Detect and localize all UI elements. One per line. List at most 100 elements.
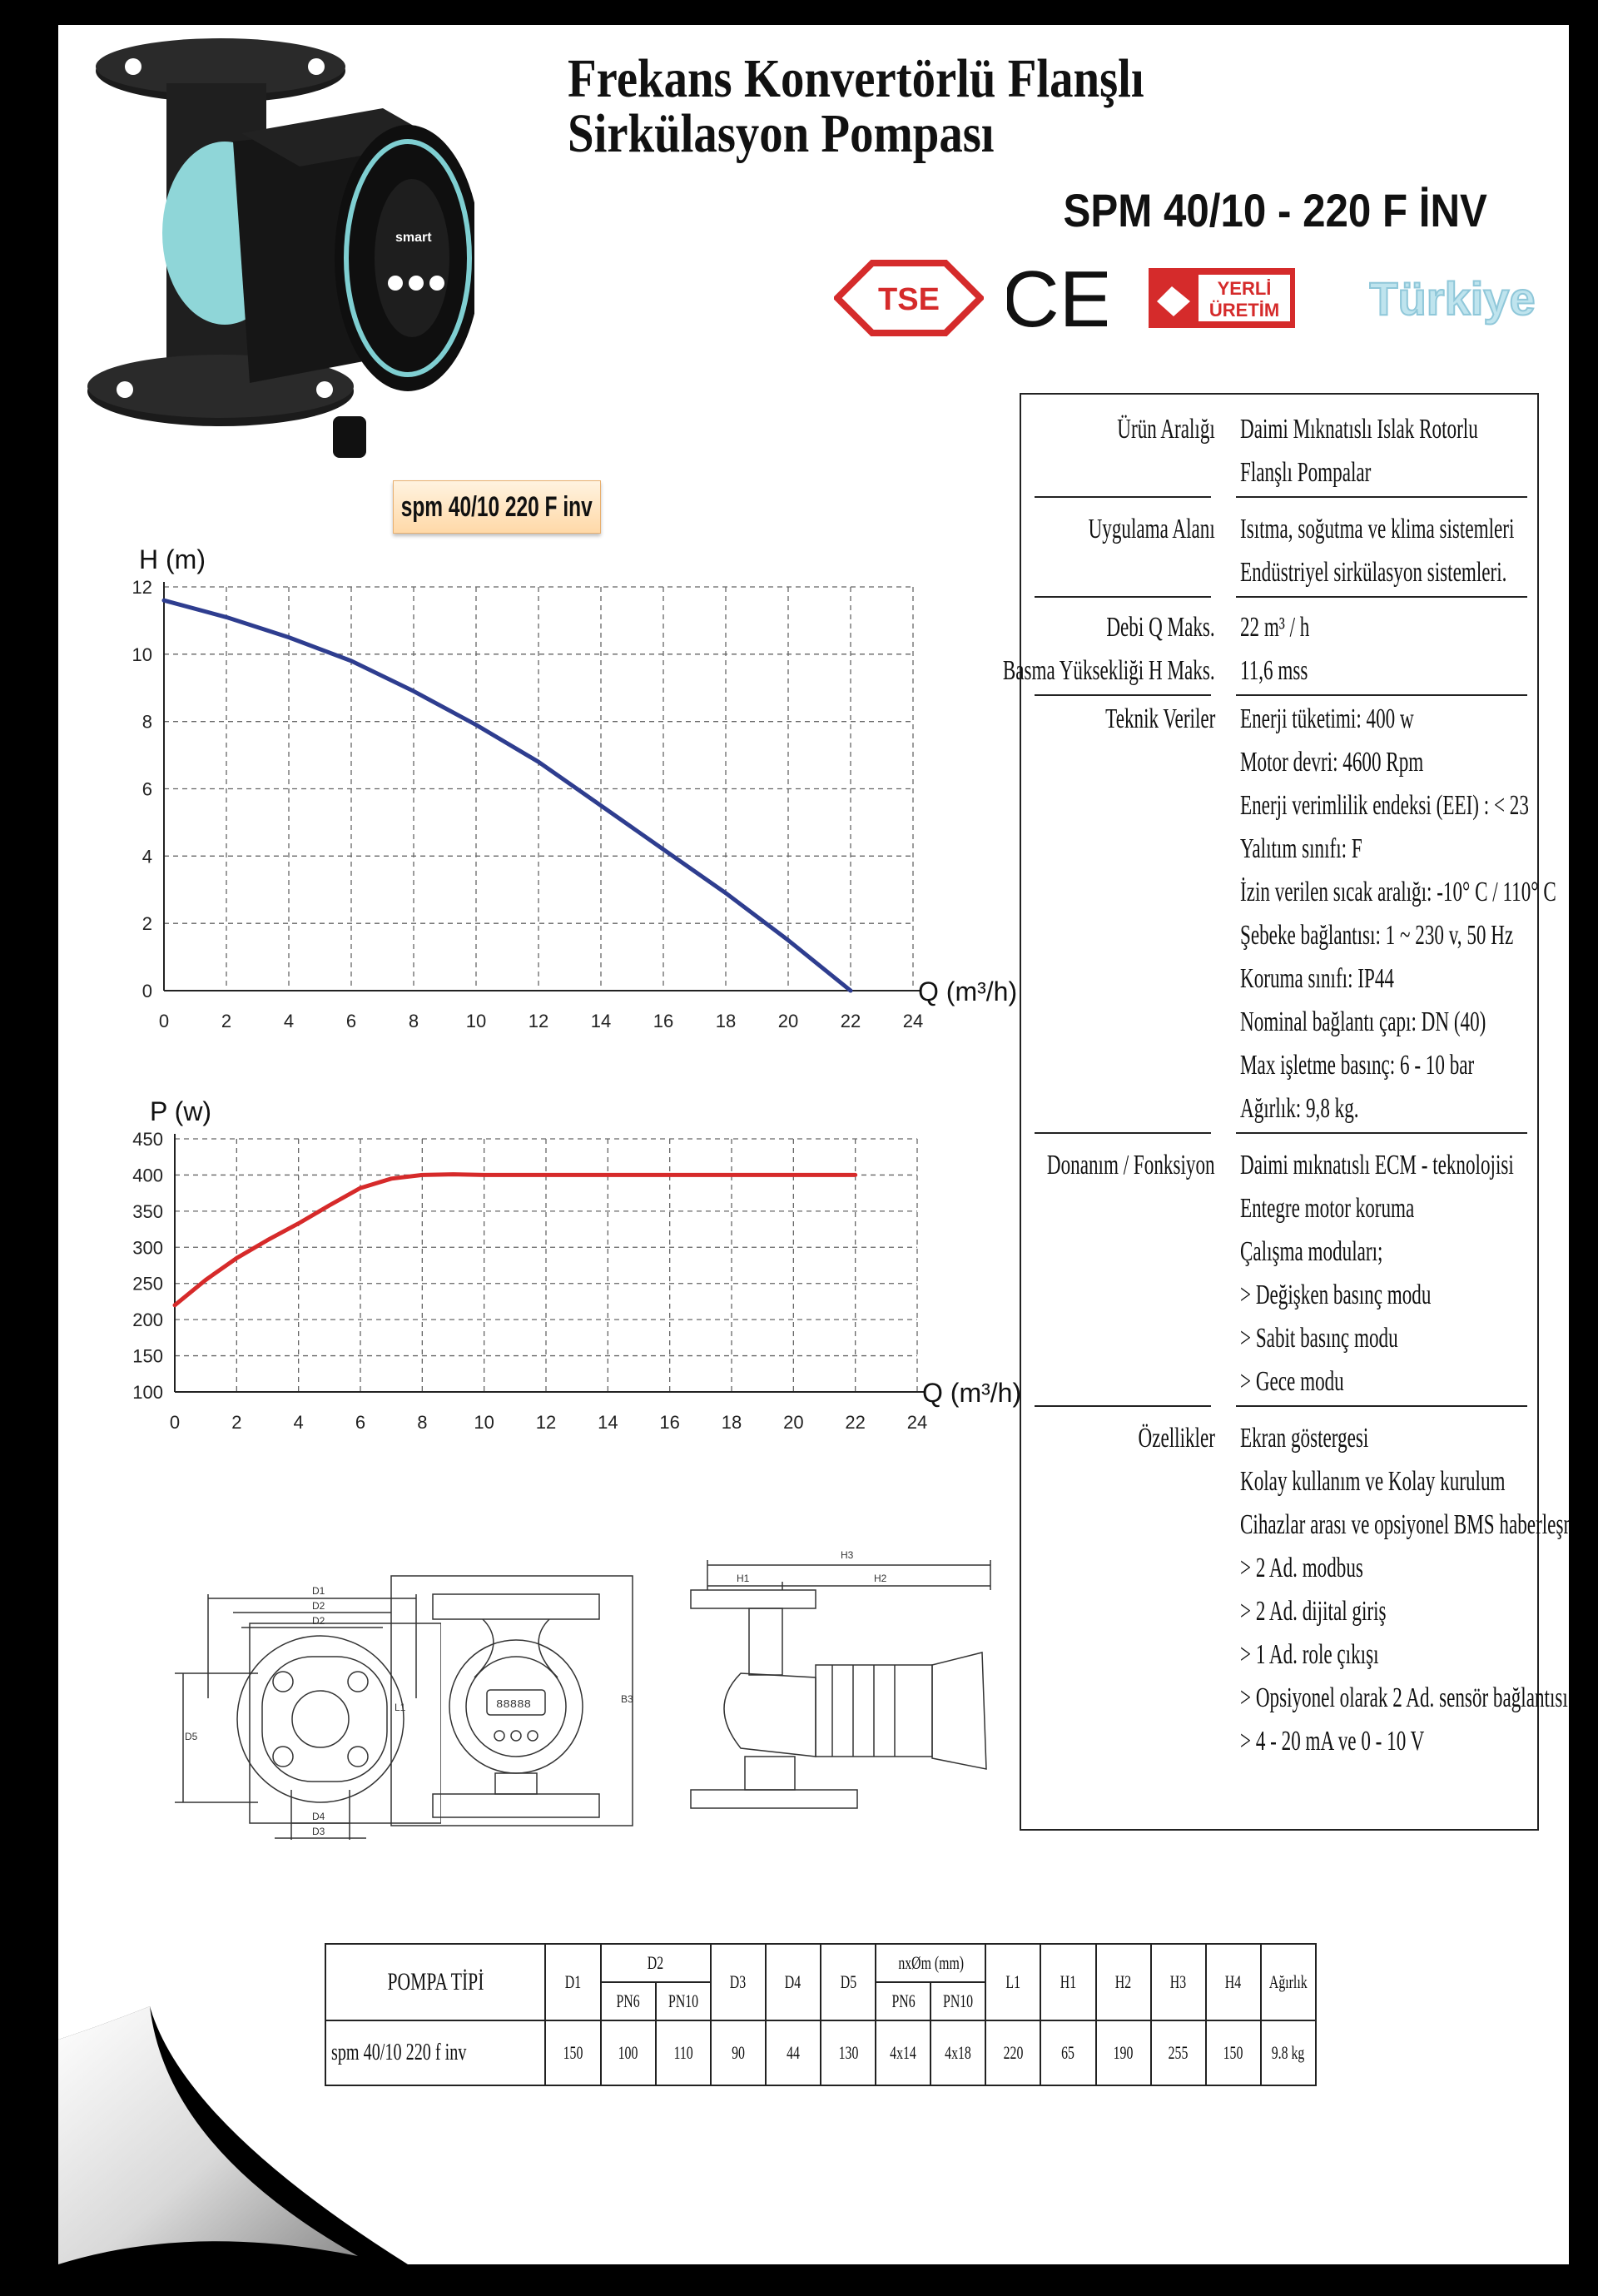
spec-value: Çalışma moduları;	[1240, 1236, 1383, 1267]
spec-value: > 1 Ad. role çıkışı	[1240, 1639, 1379, 1670]
td-nxd-pn6: 4x14	[890, 2042, 916, 2063]
x-tick-label: 10	[466, 1011, 486, 1031]
spec-divider	[1236, 1132, 1527, 1134]
spec-value: Enerji tüketimi: 400 w	[1240, 703, 1414, 734]
td-pump-type: spm 40/10 220 f inv	[331, 2040, 467, 2065]
spec-panel	[1020, 393, 1539, 1831]
y-tick-label: 2	[142, 913, 152, 934]
spec-value: Daimi Mıknatıslı Islak Rotorlu	[1240, 414, 1478, 445]
td-h3: 255	[1168, 2042, 1189, 2063]
th-d2-pn10: PN10	[667, 1990, 698, 2011]
y-tick-label: 100	[132, 1382, 163, 1403]
th-h4: H4	[1225, 1971, 1242, 1992]
th-l1: L1	[1005, 1971, 1021, 1992]
td-h1: 65	[1061, 2042, 1075, 2063]
x-tick-label: 0	[170, 1412, 180, 1433]
drawing-display: 88888	[496, 1698, 531, 1712]
th-d5: D5	[840, 1971, 856, 1992]
spec-value: Nominal bağlantı çapı: DN (40)	[1240, 1006, 1486, 1037]
table-row: spm 40/10 220 f inv 150 100 110 90 44 13…	[324, 2020, 1318, 2086]
td-agirlik: 9.8 kg	[1272, 2042, 1305, 2063]
th-h1: H1	[1060, 1971, 1077, 1992]
th-nxd: nxØm (mm)	[897, 1952, 964, 1973]
datasheet-page: smart Frekans Konvertörlü Flanşlı Sirkül…	[58, 25, 1569, 2264]
spec-divider	[1035, 596, 1211, 598]
spec-divider	[1035, 496, 1211, 498]
td-h2: 190	[1113, 2042, 1134, 2063]
spec-divider	[1236, 1405, 1527, 1407]
y-tick-label: 200	[132, 1310, 163, 1330]
spec-divider	[1236, 596, 1527, 598]
x-tick-label: 18	[716, 1011, 736, 1031]
y-tick-label: 10	[132, 644, 152, 665]
spec-value: > 2 Ad. modbus	[1240, 1553, 1363, 1583]
td-d5: 130	[838, 2042, 858, 2063]
spec-value: > 4 - 20 mA ve 0 - 10 V	[1240, 1726, 1425, 1757]
td-nxd-pn10: 4x18	[945, 2042, 972, 2063]
x-tick-label: 22	[841, 1011, 861, 1031]
spec-value: Şebeke bağlantısı: 1 ~ 230 v, 50 Hz	[1240, 920, 1514, 951]
tse-text: TSE	[878, 282, 940, 317]
x-tick-label: 4	[284, 1011, 294, 1031]
y-tick-label: 6	[142, 779, 152, 800]
td-h4: 150	[1223, 2042, 1243, 2063]
spec-value: İzin verilen sıcak aralığı: -10° C / 110…	[1240, 877, 1556, 907]
spec-label: Debi Q Maks.	[1106, 612, 1215, 643]
td-l1: 220	[1003, 2042, 1024, 2063]
x-tick-label: 4	[294, 1412, 304, 1433]
x-axis-label: Q (m³/h)	[922, 1378, 1021, 1408]
th-nxd-pn10: PN10	[943, 1990, 974, 2011]
x-tick-label: 8	[417, 1412, 427, 1433]
td-d1: 150	[563, 2042, 583, 2063]
td-d2-pn10: 110	[673, 2042, 693, 2063]
page-curl-decoration	[58, 2006, 408, 2264]
spec-value: > Değişken basınç modu	[1240, 1280, 1432, 1310]
spec-list: Ürün Aralığı Daimi Mıknatıslı Islak Rotor…	[1003, 393, 1569, 1827]
x-tick-label: 2	[231, 1412, 241, 1433]
th-d1: D1	[564, 1971, 582, 1992]
y-tick-label: 150	[132, 1346, 163, 1367]
x-tick-label: 0	[159, 1011, 169, 1031]
model-name: SPM 40/10 - 220 F İNV	[1063, 184, 1487, 236]
series-line	[161, 598, 853, 993]
spec-divider	[1035, 694, 1211, 696]
x-tick-label: 14	[591, 1011, 611, 1031]
spec-divider	[1035, 1405, 1211, 1407]
product-brand-text: smart	[395, 231, 432, 245]
pump-product-image: smart	[87, 38, 474, 458]
y-tick-label: 0	[142, 981, 152, 1001]
y-axis-label: P (w)	[150, 1096, 211, 1126]
th-pompa-tipi: POMPA TİPİ	[387, 1968, 484, 1995]
spec-value: Flanşlı Pompalar	[1240, 457, 1372, 488]
front-view-drawing: D1 D2 D2 D5 D4 D3	[175, 1585, 441, 1840]
spec-value: > Gece modu	[1240, 1366, 1344, 1397]
dim-d1: D1	[312, 1585, 325, 1597]
spec-label: Teknik Veriler	[1104, 703, 1215, 734]
spec-value: Entegre motor koruma	[1240, 1193, 1415, 1224]
y-tick-label: 12	[132, 577, 152, 598]
tse-logo: TSE	[834, 260, 984, 336]
side-view-drawing: L1 B3 88888	[390, 1575, 633, 1826]
dim-d2-a: D2	[312, 1600, 325, 1612]
x-tick-label: 12	[529, 1011, 548, 1031]
x-tick-label: 24	[907, 1412, 927, 1433]
th-d3: D3	[730, 1971, 747, 1992]
y-tick-label: 250	[132, 1274, 163, 1295]
td-d3: 90	[731, 2042, 745, 2063]
y-tick-label: 450	[132, 1129, 163, 1150]
y-tick-label: 300	[132, 1237, 163, 1258]
spec-value: Kolay kullanım ve Kolay kurulum	[1240, 1466, 1506, 1497]
dim-h2: H2	[874, 1573, 887, 1584]
x-tick-label: 20	[778, 1011, 798, 1031]
spec-value: 22 m³ / h	[1240, 612, 1310, 643]
th-d4: D4	[785, 1971, 801, 1992]
x-tick-label: 18	[722, 1412, 742, 1433]
yerli-text: YERLİ	[1218, 278, 1272, 299]
spec-divider	[1236, 694, 1527, 696]
curve-label: spm 40/10 220 F inv	[401, 490, 593, 523]
series-line	[172, 1172, 858, 1308]
dim-d3: D3	[312, 1826, 325, 1837]
spec-value: 11,6 mss	[1240, 655, 1308, 686]
spec-value: Enerji verimlilik endeksi (EEI) : < 23	[1240, 790, 1529, 821]
th-d2: D2	[647, 1952, 664, 1973]
